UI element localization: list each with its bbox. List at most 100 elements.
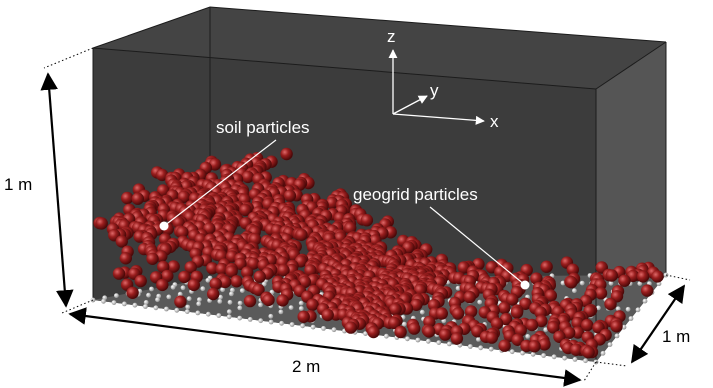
geogrid-particle (184, 309, 190, 314)
soil-particle (439, 328, 452, 341)
soil-particle (510, 306, 524, 319)
soil-particle (636, 270, 650, 283)
geogrid-particle (562, 355, 567, 361)
geogrid-particle (111, 300, 117, 305)
x-axis-arrow (392, 113, 485, 125)
geogrid-particle (525, 334, 531, 339)
soil-particle (581, 318, 594, 332)
geogrid-particle (446, 341, 452, 347)
geogrid-particle (405, 336, 410, 342)
soil-particle (530, 272, 543, 285)
geogrid-particle (551, 354, 557, 360)
dimension-arrows (40, 72, 685, 387)
soil-particle (239, 203, 252, 217)
geogrid-particle (205, 311, 211, 317)
geogrid-particle (455, 285, 461, 291)
geogrid-particle (227, 299, 233, 305)
geogrid-particle (615, 306, 621, 312)
z-axis-label: z (387, 27, 396, 46)
soil-particle (422, 325, 436, 338)
soil-particle (414, 283, 427, 297)
geogrid-particle (415, 337, 421, 343)
soil-particle (408, 322, 421, 335)
soil-particle (206, 262, 219, 275)
geogrid-particle (122, 301, 127, 307)
soil-particle (225, 265, 238, 278)
geogrid-particle (186, 296, 192, 302)
soil-particle (283, 189, 297, 202)
soil-callout-line (163, 139, 277, 227)
soil-particle (262, 293, 275, 307)
geogrid-particle (642, 298, 648, 304)
soil-particle (295, 228, 308, 241)
geogrid-particle (143, 304, 148, 309)
soil-particle (277, 264, 290, 277)
soil-particle (618, 274, 631, 287)
soil-particle (178, 270, 191, 284)
soil-particle (325, 196, 339, 210)
geogrid-particle (226, 309, 232, 315)
geogrid-particle (478, 345, 484, 351)
geogrid-particle (583, 358, 588, 364)
geogrid-particle (298, 306, 304, 311)
geogrid-particle (149, 286, 154, 292)
geogrid-particle (143, 300, 149, 305)
soil-particle (360, 214, 374, 227)
geogrid-particle (261, 281, 267, 287)
geogrid-particle (237, 305, 243, 311)
geogrid-particle (196, 301, 202, 307)
geogrid-particle (635, 307, 641, 313)
geogrid-particle (258, 318, 264, 324)
soil-particle (463, 290, 476, 304)
soil-particle (253, 270, 266, 283)
geogrid-particle (467, 344, 473, 349)
geogrid-particle (247, 317, 253, 322)
soil-particle (131, 192, 144, 205)
soil-particle (155, 168, 169, 182)
geogrid-particle (200, 286, 206, 292)
soil-particle (594, 287, 608, 300)
soil-particle (134, 274, 147, 288)
soil-particle (167, 260, 180, 273)
soil-particle (174, 295, 187, 308)
soil-particle (112, 267, 126, 280)
soil-particle (651, 270, 664, 283)
geogrid-particle (174, 307, 180, 313)
soil-particle (605, 269, 618, 282)
geogrid-particle (258, 302, 263, 308)
geogrid-particle (170, 284, 176, 290)
soil-particle (297, 310, 310, 323)
soil-particle (394, 325, 407, 339)
geogrid-particle (436, 340, 442, 345)
geogrid-callout-line (429, 206, 526, 286)
soil-particle (344, 321, 357, 334)
soil-particle (565, 276, 578, 289)
geogrid-particle (596, 305, 601, 311)
geogrid-particle (401, 321, 407, 327)
geogrid-particle (579, 280, 585, 286)
geogrid-particle (488, 346, 494, 352)
geogrid-particle (384, 333, 389, 339)
soil-particle (306, 298, 319, 311)
geogrid-particle (625, 306, 631, 312)
soil-particle (528, 340, 541, 353)
box-edges (92, 6, 667, 362)
length-dimension-arrow (68, 307, 582, 387)
soil-particle (126, 286, 139, 299)
height-dimension-arrow (40, 72, 74, 308)
geogrid-particle (572, 357, 578, 362)
geogrid-particle (560, 280, 566, 286)
soil-particle (247, 257, 260, 270)
geogrid-particle (217, 299, 223, 304)
length-dimension-label: 2 m (292, 357, 320, 376)
soil-particle (215, 262, 228, 276)
soil-particle (230, 275, 243, 288)
geogrid-particle (237, 300, 243, 306)
soil-particle (435, 307, 448, 320)
geogrid-particle (155, 297, 160, 303)
geogrid-particle (608, 280, 614, 286)
depth-dimension-label: 1 m (662, 327, 690, 346)
soil-particle (241, 170, 255, 184)
soil-particle (209, 277, 222, 290)
